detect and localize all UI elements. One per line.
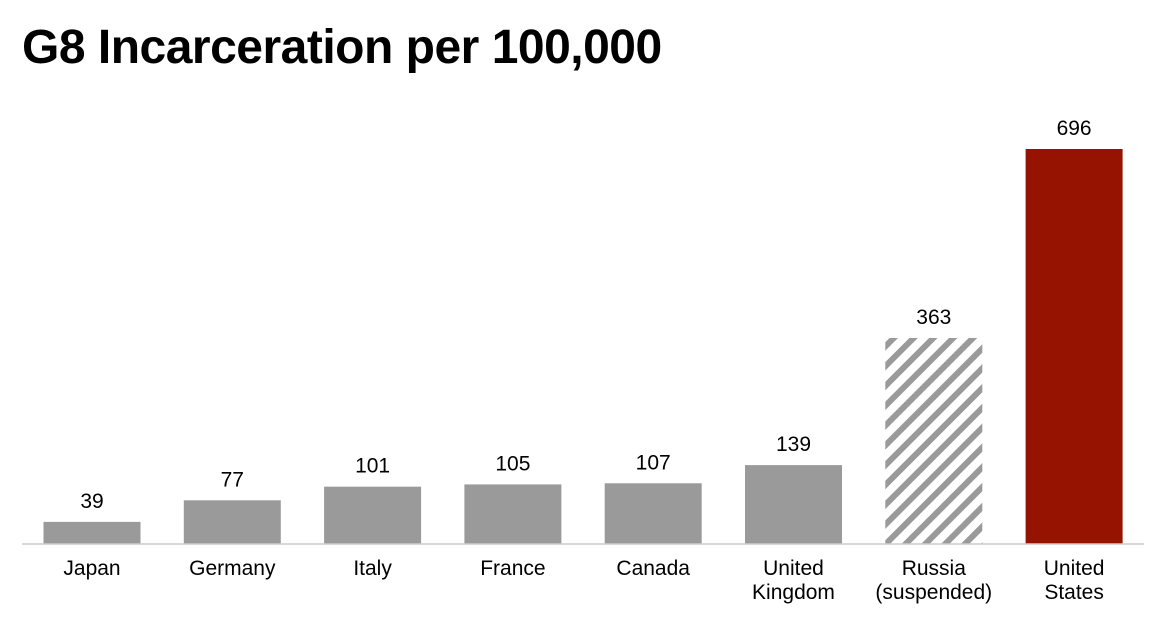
category-label-line: Kingdom [752,581,835,604]
category-label-line: (suspended) [875,581,992,604]
category-label-line: United [1044,557,1105,580]
category-label-line: United [763,557,824,580]
value-label-france: 105 [495,452,530,475]
bar-italy [324,486,422,544]
value-label-japan: 39 [80,490,103,513]
category-label-line: States [1044,581,1104,604]
labels-layer: 39 Japan 77 Germany 101 Italy 105 France 107 Cana… [63,117,1104,604]
category-label-japan: Japan [63,557,120,580]
category-label-united-states: United States [1044,557,1105,604]
category-label-line: Canada [616,557,690,580]
value-label-italy: 101 [355,455,390,478]
bar-united-states [1025,149,1123,544]
chart-title: G8 Incarceration per 100,000 [22,21,662,74]
category-label-line: Japan [63,557,120,580]
bar-russia-suspended [885,337,983,544]
value-label-united-kingdom: 139 [776,433,811,456]
category-label-line: Italy [353,557,392,580]
category-label-italy: Italy [353,557,392,580]
category-label-germany: Germany [189,557,276,580]
bar-canada [604,483,702,544]
bar-france [464,484,562,544]
category-label-france: France [480,557,545,580]
category-label-russia-suspended: Russia (suspended) [875,557,992,604]
category-label-line: France [480,557,545,580]
bars-layer [43,149,1123,544]
value-label-united-states: 696 [1057,117,1092,140]
bar-germany [183,500,281,544]
value-label-germany: 77 [221,468,244,491]
value-label-canada: 107 [636,451,671,474]
category-label-line: Russia [902,557,967,580]
category-label-canada: Canada [616,557,690,580]
bar-united-kingdom [745,465,842,544]
category-label-line: Germany [189,557,276,580]
bar-japan [43,521,141,544]
category-label-united-kingdom: United Kingdom [752,557,835,604]
value-label-russia-suspended: 363 [916,306,951,329]
